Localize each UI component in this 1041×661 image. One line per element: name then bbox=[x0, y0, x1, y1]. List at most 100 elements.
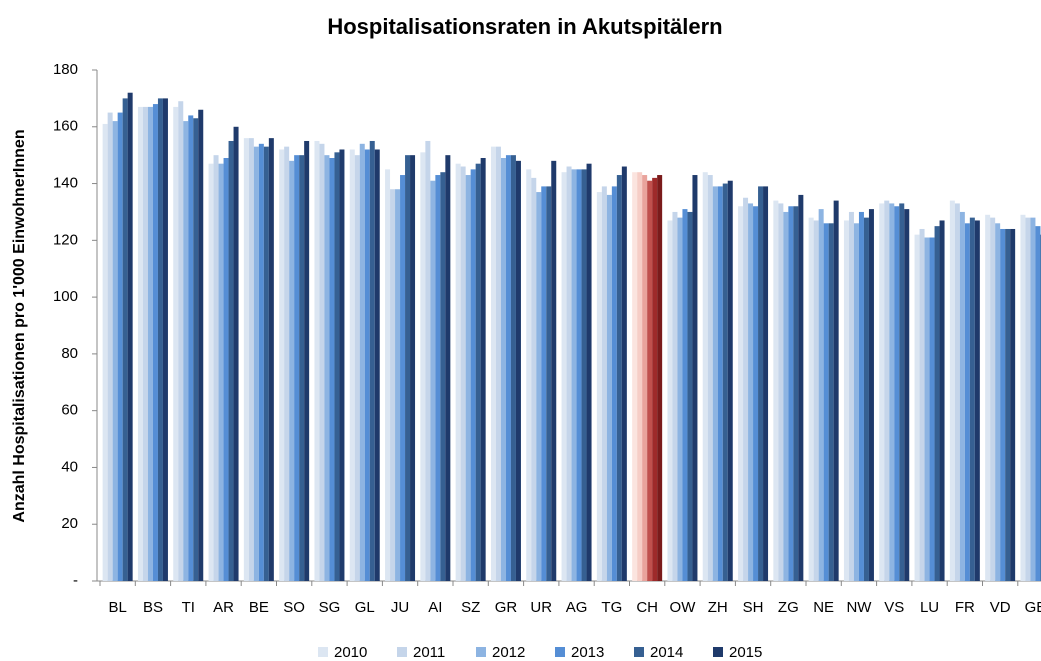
bar bbox=[410, 155, 416, 581]
x-tick-label: ZH bbox=[708, 599, 728, 616]
bar bbox=[783, 211, 789, 581]
bar bbox=[248, 138, 254, 581]
bar bbox=[435, 175, 441, 582]
bar bbox=[884, 200, 890, 582]
x-tick-label: BL bbox=[108, 599, 126, 616]
x-tick-label: AR bbox=[213, 599, 234, 616]
legend-swatch bbox=[318, 647, 328, 657]
bar bbox=[722, 183, 728, 582]
bar bbox=[122, 98, 128, 581]
x-tick-label: TG bbox=[601, 599, 622, 616]
bar bbox=[178, 101, 184, 581]
bar bbox=[576, 169, 582, 581]
bar bbox=[581, 169, 587, 581]
bar bbox=[198, 109, 204, 581]
bar bbox=[405, 155, 411, 581]
bar bbox=[536, 192, 542, 582]
bar bbox=[440, 172, 446, 581]
bar bbox=[833, 200, 839, 582]
bar bbox=[813, 220, 819, 581]
bar bbox=[369, 140, 375, 581]
bar bbox=[566, 166, 572, 581]
bar bbox=[289, 160, 295, 581]
bar bbox=[107, 112, 113, 581]
y-tick-label: 40 bbox=[61, 458, 78, 475]
bar bbox=[505, 155, 511, 581]
bar bbox=[400, 175, 406, 582]
bar bbox=[546, 186, 552, 581]
bar bbox=[117, 112, 123, 581]
y-tick-label: 140 bbox=[53, 175, 78, 192]
bar bbox=[995, 223, 1001, 582]
bar bbox=[1030, 217, 1036, 581]
bar bbox=[294, 155, 300, 581]
legend-label: 2011 bbox=[413, 644, 445, 661]
legend-label: 2015 bbox=[729, 644, 762, 661]
bar bbox=[314, 140, 320, 581]
y-tick-label: 20 bbox=[61, 515, 78, 532]
bar bbox=[959, 211, 965, 581]
bar bbox=[788, 206, 794, 581]
bar bbox=[647, 180, 653, 581]
bar bbox=[193, 118, 199, 581]
bar bbox=[692, 175, 698, 582]
x-tick-label: NW bbox=[846, 599, 872, 616]
bar bbox=[359, 143, 365, 582]
bar bbox=[894, 206, 900, 581]
bar bbox=[939, 220, 945, 581]
bar bbox=[233, 126, 239, 582]
bar bbox=[727, 180, 733, 581]
bar bbox=[354, 155, 360, 581]
bar bbox=[430, 180, 436, 581]
bar bbox=[642, 175, 648, 582]
bar bbox=[652, 177, 658, 581]
bar bbox=[102, 123, 108, 581]
bar bbox=[596, 192, 602, 582]
x-tick-label: BE bbox=[249, 599, 269, 616]
bar bbox=[611, 186, 617, 581]
bar bbox=[480, 158, 486, 581]
y-tick-label: 180 bbox=[53, 61, 78, 78]
bar bbox=[848, 211, 854, 581]
bar bbox=[183, 121, 189, 581]
bar bbox=[173, 106, 179, 582]
bar bbox=[934, 226, 940, 581]
x-tick-label: GL bbox=[355, 599, 375, 616]
bar bbox=[1010, 228, 1016, 581]
bar bbox=[243, 138, 249, 581]
legend-label: 2013 bbox=[571, 644, 604, 661]
x-tick-label: CH bbox=[636, 599, 658, 616]
chart-title: Hospitalisationsraten in Akutspitälern bbox=[327, 14, 722, 39]
bar bbox=[606, 194, 612, 581]
bar bbox=[339, 149, 345, 581]
bar bbox=[470, 169, 476, 581]
bar bbox=[843, 220, 849, 581]
bar bbox=[425, 140, 431, 581]
bar bbox=[208, 163, 214, 581]
bar bbox=[974, 220, 980, 581]
bar bbox=[702, 172, 708, 581]
y-tick-label: 120 bbox=[53, 231, 78, 248]
bar bbox=[632, 172, 638, 581]
bar bbox=[743, 197, 749, 581]
x-tick-label: OW bbox=[670, 599, 697, 616]
legend-swatch bbox=[476, 647, 486, 657]
bar bbox=[868, 209, 874, 581]
bar bbox=[279, 149, 285, 581]
bar bbox=[258, 143, 264, 582]
bar bbox=[763, 186, 769, 581]
bar bbox=[334, 152, 340, 582]
bar bbox=[112, 121, 118, 581]
bar bbox=[863, 217, 869, 581]
bar bbox=[1020, 214, 1026, 582]
x-tick-label: BS bbox=[143, 599, 163, 616]
bar bbox=[748, 203, 754, 581]
bar bbox=[455, 163, 461, 581]
x-tick-label: VD bbox=[990, 599, 1011, 616]
bar bbox=[223, 158, 229, 581]
x-tick-label: GR bbox=[495, 599, 518, 616]
x-tick-label: UR bbox=[530, 599, 552, 616]
bar bbox=[349, 149, 355, 581]
x-tick-label: VS bbox=[884, 599, 904, 616]
